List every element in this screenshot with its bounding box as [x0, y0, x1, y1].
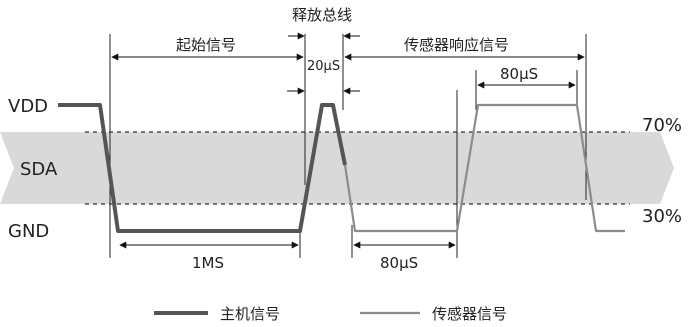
timing-20us-label: 20μS [307, 59, 340, 74]
sda-band [0, 132, 674, 204]
threshold-70-label: 70% [642, 115, 682, 136]
start-signal-label: 起始信号 [176, 36, 236, 54]
release-bus-label: 释放总线 [292, 6, 352, 24]
response-signal-label: 传感器响应信号 [404, 36, 509, 54]
host-signal-waveform [58, 103, 347, 233]
timing-80us-low-label: 80μS [380, 254, 418, 272]
vdd-label: VDD [8, 96, 48, 117]
sda-label: SDA [20, 159, 58, 180]
legend-host-label: 主机信号 [220, 305, 280, 323]
sensor-signal-waveform [343, 103, 625, 233]
gnd-label: GND [8, 221, 49, 242]
timing-80us-high-label: 80μS [500, 65, 538, 83]
legend-sensor-label: 传感器信号 [432, 305, 507, 323]
timing-1ms-label: 1MS [192, 254, 224, 272]
threshold-30-label: 30% [642, 206, 682, 227]
